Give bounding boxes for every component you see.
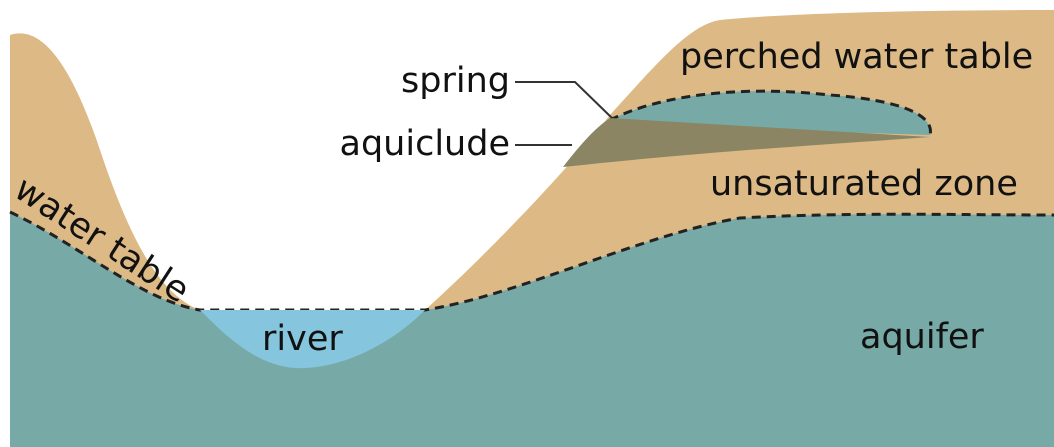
spring-label: spring [401, 61, 510, 101]
spring-leader [515, 82, 612, 118]
perched-water-table-label: perched water table [680, 37, 1033, 77]
aquiclude-label: aquiclude [340, 124, 510, 164]
aquifer-label: aquifer [860, 317, 984, 357]
diagram: perched water table spring aquiclude uns… [0, 0, 1054, 447]
unsaturated-zone-label: unsaturated zone [710, 164, 1018, 204]
river-label: river [262, 319, 343, 359]
